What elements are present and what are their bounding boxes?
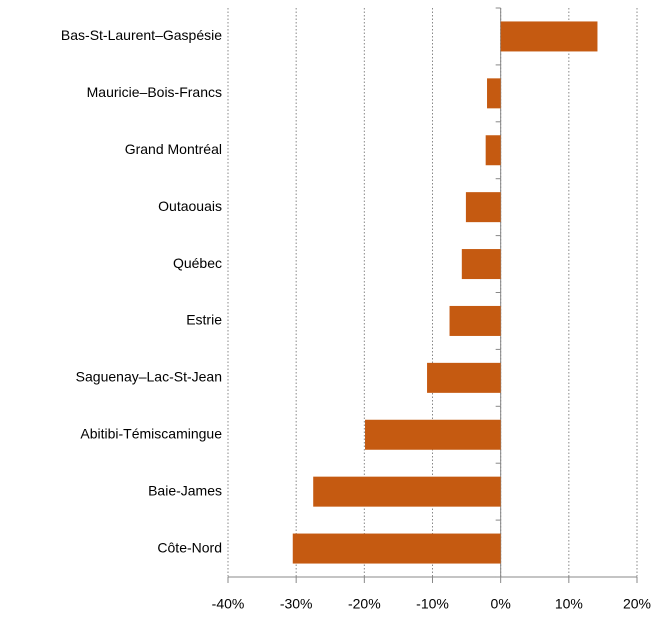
y-tick-label: Abitibi-Témiscamingue bbox=[80, 425, 222, 441]
bar bbox=[500, 21, 598, 52]
x-tick-label: -20% bbox=[348, 596, 381, 612]
x-tick-label: 10% bbox=[555, 596, 583, 612]
bar bbox=[427, 362, 501, 393]
y-tick-label: Saguenay–Lac-St-Jean bbox=[76, 369, 222, 385]
bar bbox=[465, 192, 501, 223]
bar bbox=[487, 78, 501, 109]
x-tick-label: 0% bbox=[491, 596, 511, 612]
y-tick-label: Bas-St-Laurent–Gaspésie bbox=[61, 27, 222, 43]
bar bbox=[485, 135, 501, 166]
y-tick-label: Québec bbox=[173, 255, 222, 271]
bar bbox=[365, 419, 501, 450]
bar bbox=[292, 533, 501, 564]
y-tick-label: Côte-Nord bbox=[157, 539, 222, 555]
bar bbox=[449, 305, 501, 336]
y-tick-label: Estrie bbox=[186, 312, 222, 328]
x-tick-label: -10% bbox=[416, 596, 449, 612]
y-tick-label: Baie-James bbox=[148, 482, 222, 498]
bar bbox=[313, 476, 501, 507]
x-tick-label: -40% bbox=[212, 596, 245, 612]
y-tick-label: Mauricie–Bois-Francs bbox=[87, 84, 222, 100]
x-tick-label: -30% bbox=[280, 596, 313, 612]
y-tick-label: Outaouais bbox=[158, 198, 222, 214]
y-tick-label: Grand Montréal bbox=[125, 141, 222, 157]
bar bbox=[461, 249, 501, 280]
x-tick-label: 20% bbox=[623, 596, 651, 612]
